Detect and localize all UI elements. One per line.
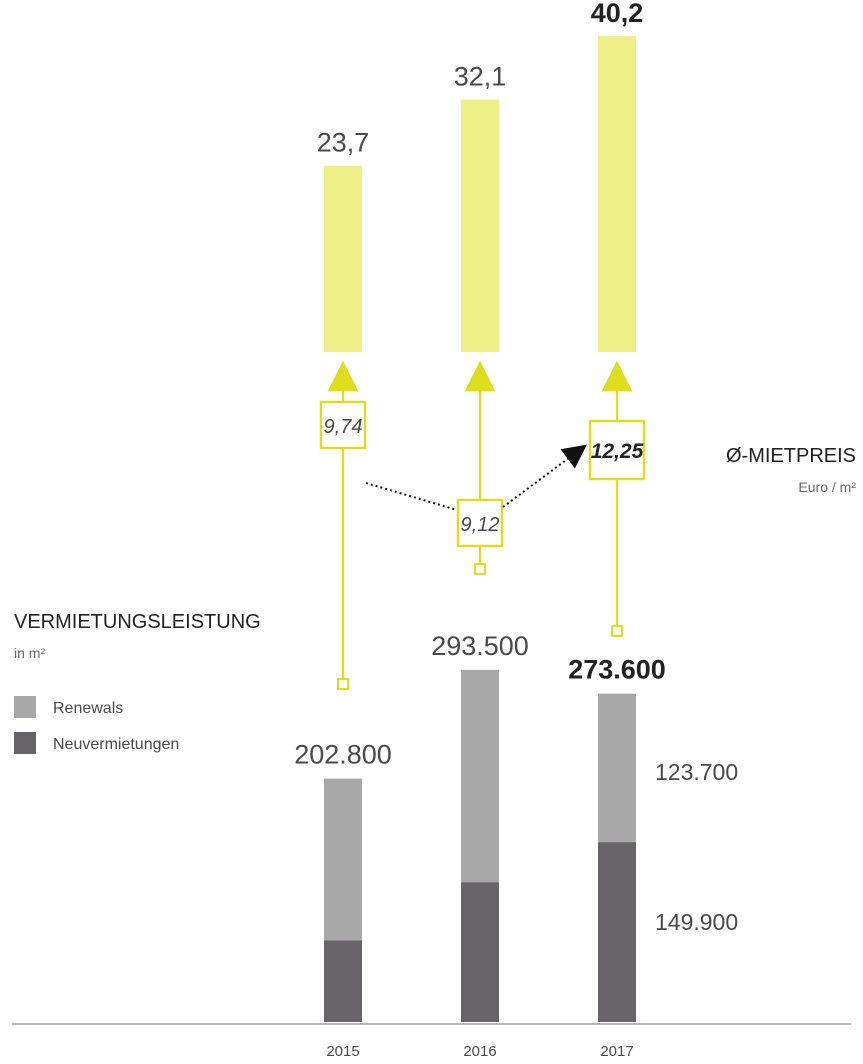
renewals-bar-2017 <box>598 693 636 843</box>
rent-line-end-2017 <box>611 625 623 637</box>
rent-price-label-2016: 9,12 <box>461 514 500 536</box>
top-bar-label-2015: 23,7 <box>317 128 370 158</box>
top-bar-label-2016: 32,1 <box>454 62 507 92</box>
neuvermietungen-value-2017: 149.900 <box>655 909 738 935</box>
rent-price-box-2016 <box>456 498 504 548</box>
rent-line-end-2016 <box>474 563 486 575</box>
legend-label-neuvermietungen: Neuvermietungen <box>53 736 179 753</box>
rent-area-title: VERMIETUNGSLEISTUNG <box>14 611 261 633</box>
legend-label-renewals: Renewals <box>53 700 123 717</box>
total-label-2015: 202.800 <box>294 740 392 770</box>
total-label-2016: 293.500 <box>431 631 529 661</box>
rent-line-end-2015 <box>337 678 349 690</box>
legend: VERMIETUNGSLEISTUNG in m² Renewals Neuvermi… <box>14 611 261 754</box>
rent-price-label-2015: 9,74 <box>324 416 363 438</box>
total-label-2017: 273.600 <box>568 655 666 685</box>
neuvermietungen-bar-2017 <box>598 842 636 1022</box>
x-tick-2016: 2016 <box>463 1043 496 1060</box>
top-bar-2017 <box>598 36 636 352</box>
top-bar-label-2017: 40,2 <box>591 0 644 28</box>
renewals-bar-2016 <box>461 669 499 883</box>
renewals-bar-2015 <box>324 778 362 941</box>
neuvermietungen-bar-2015 <box>324 940 362 1022</box>
top-bar-group: 23,7 32,1 40,2 <box>317 0 644 352</box>
top-bar-2016 <box>461 99 499 352</box>
x-tick-2015: 2015 <box>326 1043 359 1060</box>
x-axis-labels: 2015 2016 2017 <box>326 1043 633 1060</box>
rent-price-unit: Euro / m² <box>798 479 856 495</box>
rent-area-group: 202.800 293.500 273.600 123.700 149.900 <box>294 631 738 1022</box>
top-bar-2015 <box>324 165 362 352</box>
rent-price-label-2017: 12,25 <box>591 440 644 463</box>
neuvermietungen-bar-2016 <box>461 882 499 1022</box>
legend-swatch-neuvermietungen <box>14 732 36 754</box>
trend-arrow-2016-2017 <box>502 444 587 508</box>
rent-price-group: 9,74 9,12 12,25 Ø-MIETPREIS Euro / m² <box>319 360 856 690</box>
rent-area-unit: in m² <box>14 645 45 661</box>
renewals-value-2017: 123.700 <box>655 759 738 785</box>
legend-swatch-renewals <box>14 696 36 718</box>
trend-line-2015-2016 <box>365 482 458 511</box>
rent-price-title: Ø-MIETPREIS <box>726 445 856 467</box>
x-tick-2017: 2017 <box>600 1043 633 1060</box>
rent-price-box-2015 <box>319 400 367 450</box>
rent-price-box-2017 <box>588 419 646 481</box>
